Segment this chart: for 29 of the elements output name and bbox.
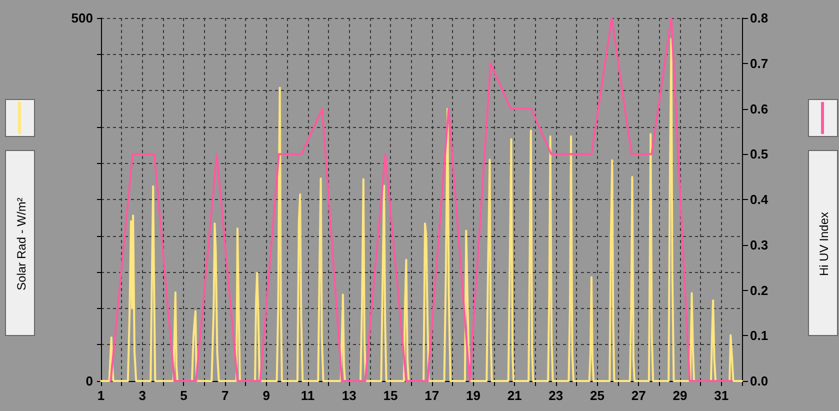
x-tick-label: 15 [383,388,398,403]
x-tick-label: 9 [262,388,270,403]
y2-tick-label: 0.2 [750,282,768,298]
x-tick-label: 17 [424,388,440,403]
y2-tick-label: 0.5 [750,146,768,162]
y2-tick-label: 0.1 [750,328,768,344]
x-tick-label: 31 [714,388,729,403]
x-tick-label: 5 [180,388,188,403]
x-tick-label: 19 [466,388,480,403]
y-tick-label: 0 [86,374,93,388]
y-tick-label: 500 [71,10,93,26]
x-tick-label: 27 [631,388,646,403]
x-tick-label: 7 [221,388,229,403]
x-tick-label: 3 [138,388,146,403]
y2-tick-label: 0.8 [750,10,768,26]
x-tick-label: 23 [548,388,564,403]
y2-tick-label: 0.4 [750,192,769,207]
y2-tick-label: 0.6 [750,101,768,116]
x-tick-label: 21 [507,388,522,403]
x-tick-label: 13 [342,388,356,403]
x-tick-label: 11 [300,388,315,403]
y2-tick-label: 0.0 [750,374,768,388]
x-tick-label: 29 [672,388,688,403]
y2-tick-label: 0.7 [750,56,768,71]
y2-axis-title: Hi UV Index [817,212,832,276]
x-tick-label: 25 [590,388,604,403]
y2-tick-label: 0.3 [750,237,768,252]
x-tick-label: 1 [97,388,105,403]
y-axis-title: Solar Rad - W/m² [14,198,28,290]
